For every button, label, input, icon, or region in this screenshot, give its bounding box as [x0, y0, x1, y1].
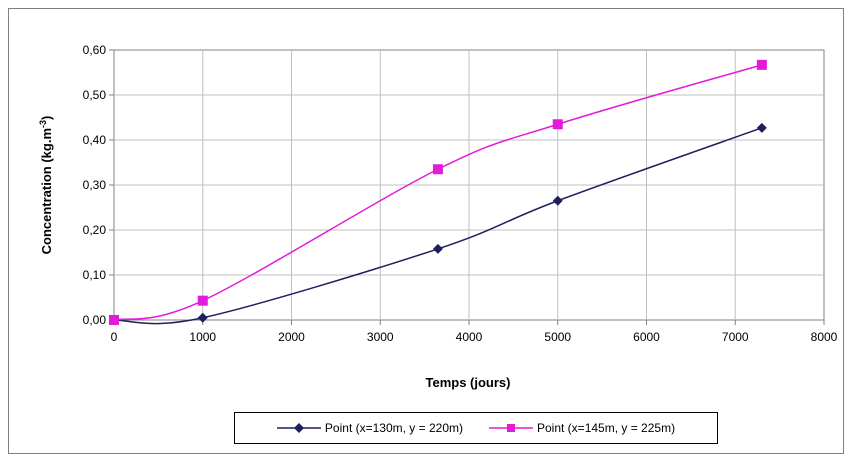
series-2-point-3 [552, 119, 563, 130]
series-1-point-3 [552, 195, 563, 206]
legend-item-series-2: Point (x=145m, y = 225m) [489, 421, 675, 435]
y-tick-label-4: 0,40 [83, 133, 107, 147]
y-tick-label-3: 0,30 [83, 178, 107, 192]
series-1-point-4 [756, 122, 767, 133]
series-2-point-4 [756, 59, 767, 70]
x-tick-label-1: 1000 [189, 330, 216, 344]
x-tick-label-4: 4000 [456, 330, 483, 344]
series-1-point-2 [432, 243, 443, 254]
legend-swatch-series-1 [276, 423, 321, 433]
series-layer [109, 59, 767, 325]
x-tick-label-2: 2000 [278, 330, 305, 344]
series-2-point-2 [432, 164, 443, 175]
tick-labels: 0 1000 2000 3000 4000 5000 6000 7000 8000 0,00 0,1… [83, 43, 838, 344]
x-tick-label-5: 5000 [544, 330, 571, 344]
legend-label-series-2: Point (x=145m, y = 225m) [537, 421, 676, 435]
series-1-point-1 [197, 312, 208, 323]
y-tick-label-5: 0,50 [83, 88, 107, 102]
x-tick-label-0: 0 [111, 330, 118, 344]
x-tick-label-3: 3000 [367, 330, 394, 344]
x-tick-label-7: 7000 [722, 330, 749, 344]
series-2-point-0 [109, 315, 119, 325]
legend-label-series-1: Point (x=130m, y = 220m) [324, 421, 463, 435]
y-tick-label-2: 0,20 [83, 223, 107, 237]
y-axis-title-main: Concentration (kg.m [39, 128, 54, 254]
y-axis-title-close: ) [39, 116, 54, 120]
series-2-point-1 [197, 295, 208, 306]
legend-swatch-series-2 [489, 424, 533, 432]
legend: Point (x=130m, y = 220m) Point (x=145m, … [234, 412, 718, 444]
x-tick-label-6: 6000 [633, 330, 660, 344]
grid-lines [114, 50, 824, 320]
x-axis-title: Temps (jours) [426, 375, 511, 390]
x-tick-label-8: 8000 [811, 330, 838, 344]
y-tick-label-0: 0,00 [83, 313, 107, 327]
y-tick-label-6: 0,60 [83, 43, 107, 57]
y-axis-title: Concentration (kg.m-3) [38, 116, 54, 255]
y-axis-title-superscript: -3 [38, 120, 48, 128]
y-tick-label-1: 0,10 [83, 268, 107, 282]
legend-item-series-1: Point (x=130m, y = 220m) [276, 421, 463, 435]
